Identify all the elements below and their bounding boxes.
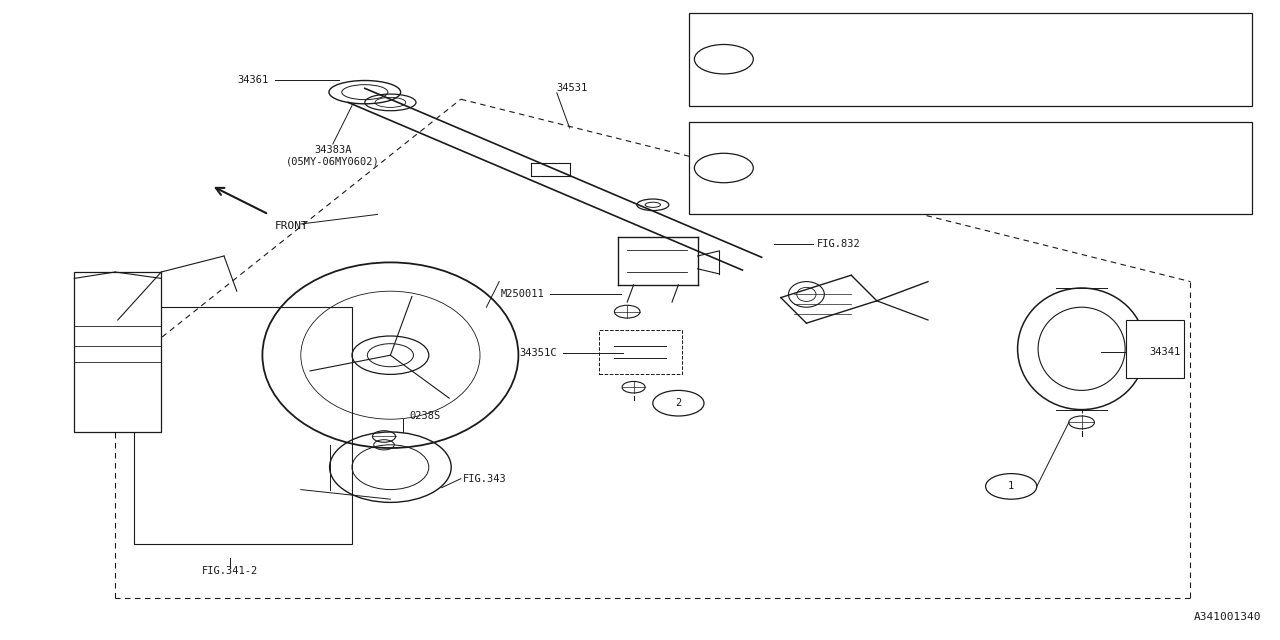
Text: 1: 1 [721,54,727,64]
Text: 34531: 34531 [557,83,588,93]
Text: (05MY-06MY0602): (05MY-06MY0602) [285,156,380,166]
Text: <05MY-05MY0409>: <05MY-05MY0409> [916,140,1010,150]
Text: A341001340: A341001340 [1193,612,1261,622]
Bar [599,330,682,374]
Bar [689,122,1252,214]
Text: 0472S: 0472S [769,140,800,150]
Text: <05MY-05MY0409>: <05MY-05MY0409> [916,31,1010,41]
Bar [134,307,352,544]
Text: <05MY0410-     >: <05MY0410- > [916,77,1016,88]
Text: 2: 2 [721,163,727,173]
Text: Q720002: Q720002 [769,186,813,196]
Bar [1126,320,1184,378]
Text: <05MY0410-     >: <05MY0410- > [916,186,1016,196]
Text: 0450S: 0450S [769,31,800,41]
Bar [689,13,1252,106]
Text: 34351C: 34351C [520,348,557,358]
Text: 0238S: 0238S [410,411,440,421]
Text: FRONT: FRONT [275,221,308,231]
Text: 34383A: 34383A [314,145,352,156]
Text: 1: 1 [1009,481,1014,492]
Text: 34361: 34361 [238,75,269,85]
Text: FIG.343: FIG.343 [463,474,507,484]
Text: 2: 2 [676,398,681,408]
Text: FIG.341-2: FIG.341-2 [202,566,259,576]
Text: FIG.832: FIG.832 [817,239,860,250]
Text: 34341: 34341 [1149,347,1180,357]
Text: Q500026: Q500026 [769,77,813,88]
Bar [74,272,161,432]
Text: M250011: M250011 [500,289,544,300]
